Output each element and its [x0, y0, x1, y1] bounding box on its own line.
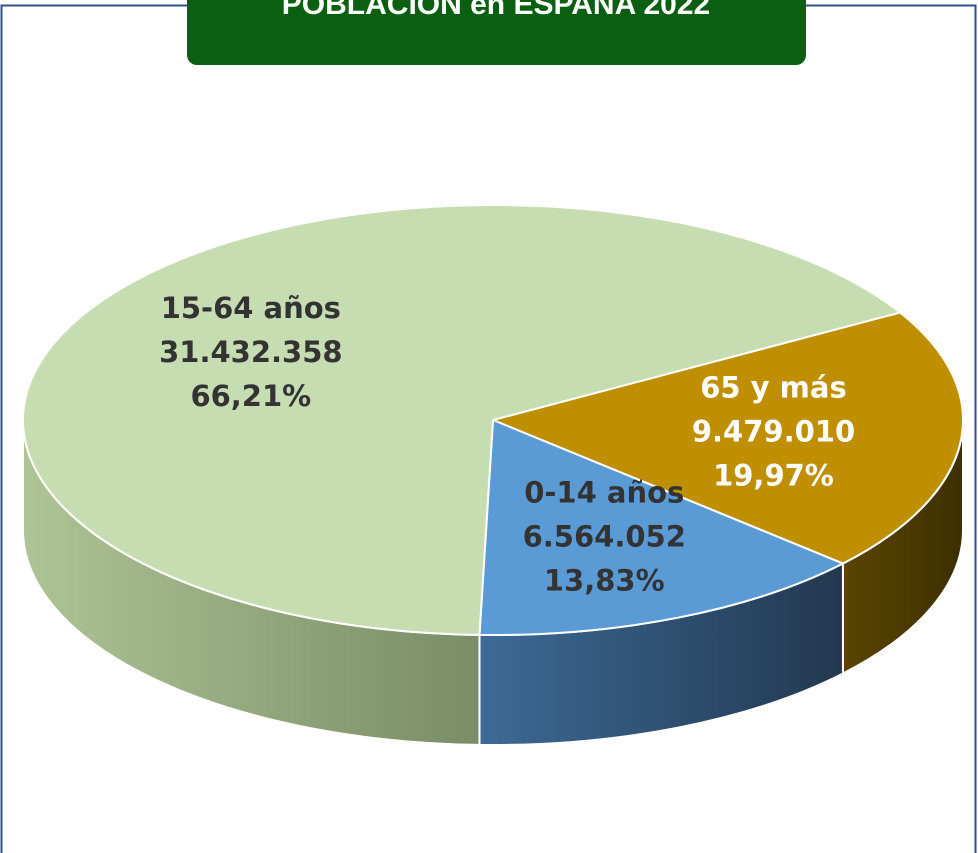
slice [478, 418, 846, 636]
slice-value-label: 9.479.010 [692, 414, 855, 448]
slice-category: 65 y más [700, 370, 847, 404]
frame [0, 4, 977, 853]
slice [489, 311, 964, 565]
slice-percent-label: 13,83% [544, 564, 665, 598]
slice-value-label: 31.432.358 [159, 335, 342, 369]
slice-value-label: 6.564.052 [523, 520, 686, 554]
slice-percent-label: 66,21% [190, 379, 311, 413]
slice [22, 204, 903, 636]
title-box [187, 0, 806, 65]
slice-category: 0-14 años [524, 476, 684, 510]
slice-percent-label: 19,97% [713, 458, 834, 492]
slice-category: 15-64 años [161, 291, 341, 325]
chart-title: POBLACIÓN en ESPAÑA 2022 [282, 0, 710, 21]
